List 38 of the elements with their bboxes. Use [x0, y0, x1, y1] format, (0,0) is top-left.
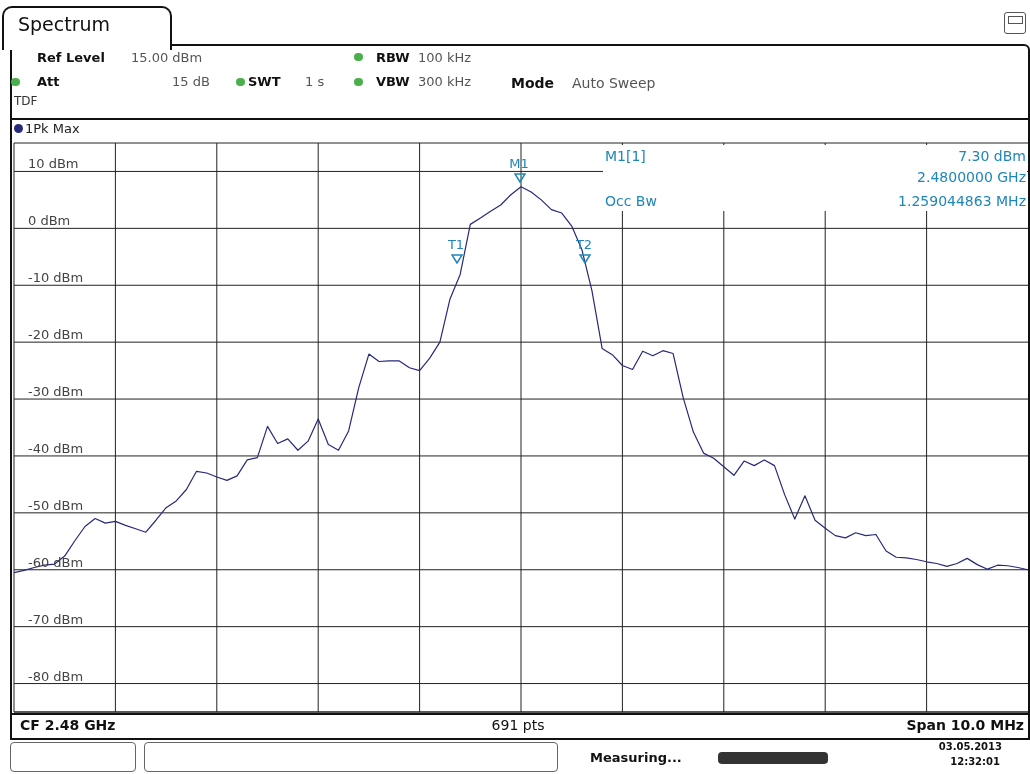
text: Att: [37, 73, 60, 90]
text: Measuring...: [590, 749, 682, 766]
y-tick-label: -50 dBm: [28, 497, 84, 513]
y-tick-label: -70 dBm: [28, 611, 84, 627]
text: CF 2.48 GHz: [20, 716, 116, 734]
annotation: 1.259044863 MHz: [898, 192, 1026, 210]
legend-label: 1Pk Max: [25, 121, 80, 136]
annotation: T1: [447, 236, 465, 253]
y-tick-label: -10 dBm: [28, 270, 84, 286]
text: 100 kHz: [418, 49, 472, 66]
y-tick-label: -60 dBm: [28, 554, 84, 570]
text: 300 kHz: [418, 73, 472, 90]
y-tick-label: -20 dBm: [28, 327, 84, 343]
text: 1 s: [305, 73, 325, 90]
y-tick-label: -80 dBm: [28, 668, 84, 684]
text: RBW: [376, 49, 410, 66]
y-tick-label: 10 dBm: [28, 156, 79, 172]
text: 03.05.2013: [938, 740, 1002, 754]
text: 15 dB: [172, 73, 210, 90]
annotation: 2.4800000 GHz: [917, 168, 1026, 186]
text: Ref Level: [37, 49, 105, 66]
text: TDF: [14, 93, 38, 109]
text: Mode: [511, 74, 555, 92]
annotation: 7.30 dBm: [958, 147, 1026, 165]
text: 12:32:01: [950, 755, 1000, 769]
y-tick-label: 0 dBm: [28, 213, 71, 229]
annotation: M1[1]: [605, 147, 646, 165]
text: 691 pts: [491, 716, 545, 734]
text: VBW: [376, 73, 410, 90]
y-tick-label: -40 dBm: [28, 440, 84, 456]
text: 15.00 dBm: [131, 49, 203, 66]
chart-title: Spectrum: [18, 13, 111, 35]
text: Auto Sweep: [572, 74, 656, 92]
annotation: M1: [509, 155, 529, 172]
annotation: Occ Bw: [605, 192, 657, 210]
text: Span 10.0 MHz: [906, 716, 1024, 734]
y-tick-label: -30 dBm: [28, 384, 84, 400]
text: SWT: [248, 73, 281, 90]
